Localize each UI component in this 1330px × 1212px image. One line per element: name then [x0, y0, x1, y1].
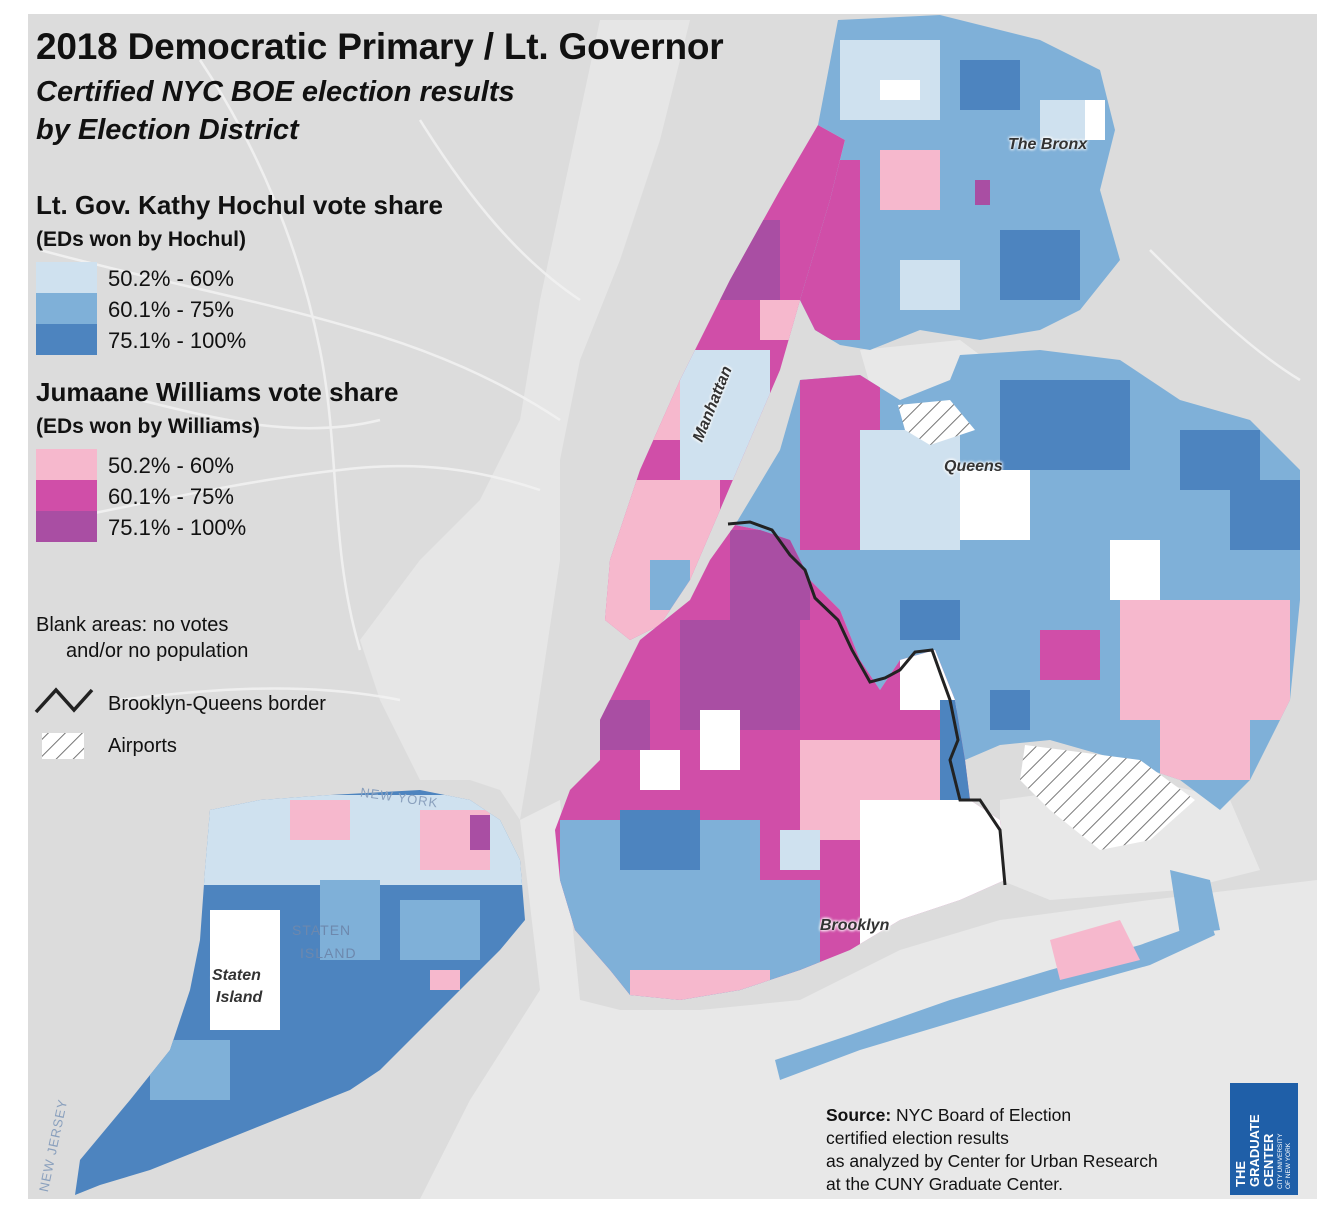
swatch-hochul-low [36, 262, 97, 293]
airports-legend-label: Airports [108, 735, 177, 757]
hochul-legend-title: Lt. Gov. Kathy Hochul vote share [36, 190, 443, 220]
label-bronx: The Bronx [1008, 136, 1088, 153]
blank-areas-note-1: Blank areas: no votes [36, 614, 229, 636]
logo-line3: CENTER [1261, 1133, 1276, 1187]
label-staten-2: Island [216, 989, 263, 1006]
source-line4: at the CUNY Graduate Center. [826, 1174, 1064, 1194]
williams-legend-subtitle: (EDs won by Williams) [36, 415, 260, 438]
source-line1: NYC Board of Election [891, 1105, 1072, 1125]
blank-areas-note-2: and/or no population [66, 640, 249, 662]
swatch-hochul-high [36, 324, 97, 355]
swatch-williams-low [36, 449, 97, 480]
label-staten-1: Staten [212, 967, 261, 984]
label-brooklyn: Brooklyn [820, 917, 890, 934]
swatch-williams-mid [36, 480, 97, 511]
williams-legend-label-high: 75.1% - 100% [108, 515, 247, 540]
map-subtitle-2: by Election District [36, 114, 299, 146]
source-line2: certified election results [826, 1128, 1009, 1148]
hochul-legend-subtitle: (EDs won by Hochul) [36, 228, 246, 251]
swatch-williams-high [36, 511, 97, 542]
border-legend-label: Brooklyn-Queens border [108, 693, 326, 715]
swatch-hochul-mid [36, 293, 97, 324]
airports-legend-symbol [42, 733, 84, 759]
williams-legend-label-low: 50.2% - 60% [108, 453, 234, 478]
label-queens: Queens [944, 458, 1003, 475]
basemap-label-island: ISLAND [300, 945, 357, 961]
logo-line2: GRADUATE [1247, 1114, 1262, 1187]
williams-legend-label-mid: 60.1% - 75% [108, 484, 234, 509]
logo-small1: CITY UNIVERSITY [1277, 1133, 1284, 1189]
source-bold: Source: [826, 1105, 892, 1125]
logo-small-text: CITY UNIVERSITY OF NEW YORK [1277, 1089, 1293, 1189]
brooklyn-queens-border [727, 520, 1007, 886]
graduate-center-logo: THE GRADUATE CENTER CITY UNIVERSITY OF N… [1230, 1083, 1298, 1195]
map-title: 2018 Democratic Primary / Lt. Governor [36, 26, 724, 67]
logo-line1: THE [1233, 1161, 1248, 1187]
jfk-airport [1020, 745, 1195, 850]
map-subtitle-1: Certified NYC BOE election results [36, 76, 515, 108]
williams-legend-title: Jumaane Williams vote share [36, 377, 399, 407]
hochul-legend-label-mid: 60.1% - 75% [108, 297, 234, 322]
logo-main-text: THE GRADUATE CENTER [1233, 1083, 1276, 1187]
hochul-legend-label-low: 50.2% - 60% [108, 266, 234, 291]
laguardia-airport [898, 400, 975, 445]
logo-small2: OF NEW YORK [1285, 1142, 1292, 1189]
border-legend-symbol [34, 687, 94, 714]
basemap-label-staten: STATEN [292, 922, 352, 938]
source-line3: as analyzed by Center for Urban Research [826, 1151, 1158, 1171]
hochul-legend-label-high: 75.1% - 100% [108, 328, 247, 353]
source-note: Source: NYC Board of Election certified … [826, 1104, 1158, 1196]
